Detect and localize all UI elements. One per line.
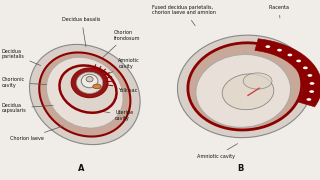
- Ellipse shape: [222, 74, 274, 110]
- Circle shape: [303, 66, 308, 69]
- Text: Decidua basalis: Decidua basalis: [62, 17, 101, 47]
- Polygon shape: [255, 39, 320, 107]
- Text: Placenta: Placenta: [269, 5, 290, 18]
- Text: A: A: [78, 164, 85, 173]
- Text: Chorion
frondosum: Chorion frondosum: [103, 30, 140, 57]
- Circle shape: [310, 82, 315, 85]
- Circle shape: [307, 98, 311, 101]
- Circle shape: [243, 73, 272, 89]
- Ellipse shape: [81, 74, 98, 88]
- Text: Chorionic
cavity: Chorionic cavity: [2, 77, 47, 88]
- Ellipse shape: [71, 68, 108, 98]
- Ellipse shape: [188, 43, 302, 130]
- Circle shape: [93, 84, 101, 89]
- Circle shape: [296, 60, 301, 62]
- Ellipse shape: [60, 66, 116, 113]
- Text: Chorion laeve: Chorion laeve: [10, 126, 63, 141]
- Text: Uterine
cavity: Uterine cavity: [96, 110, 133, 121]
- Text: Decidua
parietalis: Decidua parietalis: [2, 49, 41, 66]
- Ellipse shape: [178, 35, 312, 138]
- Text: Amniotic cavity: Amniotic cavity: [197, 144, 238, 159]
- Ellipse shape: [39, 52, 130, 137]
- Ellipse shape: [29, 44, 140, 145]
- Text: Yolk sac: Yolk sac: [100, 88, 138, 93]
- Ellipse shape: [196, 55, 291, 127]
- Circle shape: [308, 74, 312, 77]
- Ellipse shape: [46, 57, 123, 128]
- Circle shape: [309, 90, 314, 93]
- Text: Amniotic
cavity: Amniotic cavity: [103, 58, 140, 76]
- Text: Fused decidua parietalis,
chorion laeve and amnion: Fused decidua parietalis, chorion laeve …: [152, 4, 216, 26]
- Ellipse shape: [86, 76, 93, 82]
- Circle shape: [266, 45, 270, 48]
- Ellipse shape: [76, 72, 103, 93]
- Circle shape: [277, 49, 282, 51]
- Text: Decidua
capsularis: Decidua capsularis: [2, 103, 53, 113]
- Text: B: B: [237, 164, 243, 173]
- Circle shape: [287, 54, 292, 56]
